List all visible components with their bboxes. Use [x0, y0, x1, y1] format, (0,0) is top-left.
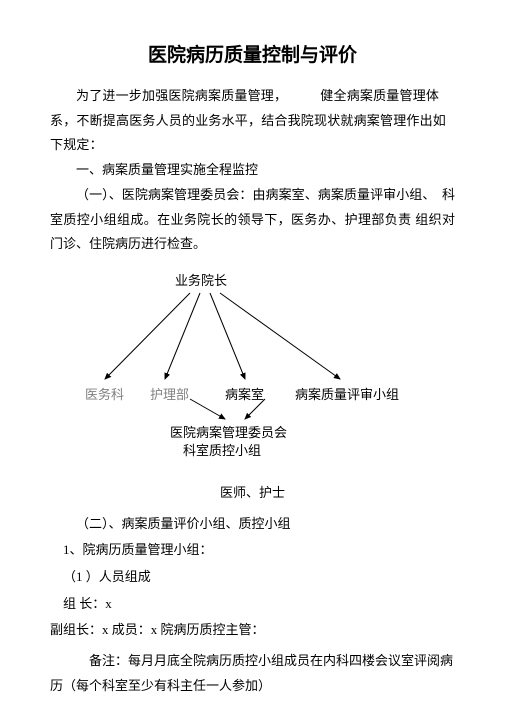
paragraph-1-1: （一）、医院病案管理委员会：由病案室、病案质量评审小组、 科室质控小组组成。在业… [50, 183, 455, 257]
node-bottom-2: 科室质控小组 [183, 439, 261, 464]
list-item-1: 1、院病历质量管理小组： [50, 538, 455, 563]
node-leaf-4: 病案质量评审小组 [295, 383, 399, 408]
list-item-1-1: （1 ）人员组成 [50, 565, 455, 590]
page-title: 医院病历质量控制与评价 [50, 38, 455, 74]
list-note: 备注：每月月底全院病历质控小组成员在内科四楼会议室评阅病历（每个科室至少有科主任… [50, 649, 455, 698]
list-deputy: 副组长：x 成员：x 院病历质控主管： [50, 618, 455, 643]
paragraph-intro: 为了进一步加强医院病案质量管理， 健全病案质量管理体系，不断提高医务人员的业务水… [50, 84, 455, 158]
section-1-2-heading: （二）、病案质量评价小组、质控小组 [50, 512, 455, 537]
sub-caption: 医师、护士 [50, 481, 455, 506]
node-leaf-3: 病案室 [225, 383, 264, 408]
list-leader: 组 长：x [50, 592, 455, 617]
node-top: 业务院长 [175, 269, 227, 294]
org-diagram: 业务院长 医务科 护理部 病案室 病案质量评审小组 医院病案管理委员会 科室质控… [50, 261, 455, 471]
node-leaf-2: 护理部 [150, 383, 189, 408]
node-leaf-1: 医务科 [85, 383, 124, 408]
section-1-heading: 一、病案质量管理实施全程监控 [50, 158, 455, 183]
